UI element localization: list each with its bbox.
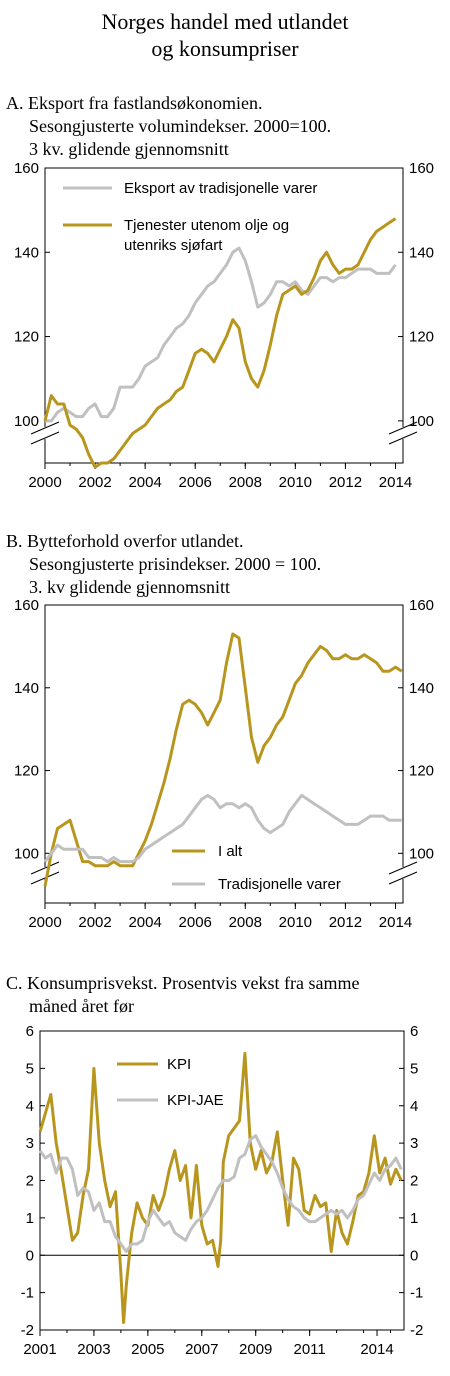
- panel-c-heading-line-1: C. Konsumprisvekst. Prosentvis vekst fra…: [6, 973, 360, 993]
- chart-a-axis-break-mark: [30, 431, 60, 445]
- chart-c-ytick-label-left: 4: [26, 1098, 34, 1115]
- chart-b-legend-label-1: I alt: [218, 843, 243, 860]
- chart-c-ytick-label-left: 3: [26, 1135, 34, 1152]
- chart-c-ytick-label-right: 0: [410, 1247, 418, 1264]
- chart-c-ytick-label-right: 1: [410, 1210, 418, 1227]
- chart-c-ytick-label-right: 2: [410, 1173, 418, 1190]
- panel-b-heading-line-3: 3. kv glidende gjennomsnitt: [29, 577, 230, 597]
- chart-c-ytick-label-left: 6: [26, 1023, 34, 1040]
- chart-a-ytick-label-left: 120: [14, 329, 39, 346]
- chart-c-ytick-label-right: 4: [410, 1098, 418, 1115]
- panel-a-heading-line-2: Sesongjusterte volumindekser. 2000=100.: [29, 116, 332, 136]
- chart-c-ytick-label-right: 3: [410, 1135, 418, 1152]
- chart-b-xtick-label: 2008: [229, 914, 262, 931]
- chart-b-axis-break-gap: [394, 867, 412, 879]
- main-title-line-1: Norges handel med utlandet: [101, 9, 349, 34]
- chart-b-axis-break-mark: [388, 871, 418, 885]
- chart-a-xtick-label: 2004: [128, 474, 161, 491]
- chart-a-series-1-line: [45, 246, 397, 423]
- panel-a-heading: A. Eksport fra fastlandsøkonomien. Seson…: [6, 92, 446, 161]
- panel-b-heading: B. Bytteforhold overfor utlandet. Sesong…: [6, 530, 446, 599]
- chart-c-series-1-line: [38, 1051, 403, 1324]
- chart-b-axis-break-mark: [388, 861, 418, 875]
- chart-c-ytick-label-left: 1: [26, 1210, 34, 1227]
- chart-b-ytick-label-right: 120: [409, 763, 434, 780]
- panel-c-heading: C. Konsumprisvekst. Prosentvis vekst fra…: [6, 972, 446, 1018]
- chart-c-xtick-label: 2014: [360, 1341, 393, 1358]
- main-title-line-2: og konsumpriser: [151, 36, 299, 61]
- chart-a-xtick-label: 2012: [329, 474, 362, 491]
- panel-b-heading-line-1: B. Bytteforhold overfor utlandet.: [6, 531, 244, 551]
- chart-b-axis-break-gap: [36, 867, 54, 879]
- chart-a-xtick-label: 2006: [179, 474, 212, 491]
- chart-a-axis-break-mark: [30, 421, 60, 435]
- chart-b-ytick-label-right: 100: [409, 845, 434, 862]
- chart-a-legend-label-2-line-2: utenriks sjøfart: [124, 237, 223, 254]
- chart-b-axis-break-mark: [30, 871, 60, 885]
- chart-a-legend-label-1: Eksport av tradisjonelle varer: [124, 180, 317, 197]
- chart-b-xtick-label: 2014: [379, 914, 412, 931]
- panel-b-heading-line-2: Sesongjusterte prisindekser. 2000 = 100.: [29, 554, 322, 574]
- chart-a-plot-frame: [44, 167, 404, 464]
- chart-b-plot-frame: [44, 604, 404, 904]
- chart-a-axis-break-gap: [394, 427, 412, 439]
- chart-b-axis-break-mark: [30, 861, 60, 875]
- chart-c-ytick-label-right: -1: [410, 1285, 423, 1302]
- chart-a-ytick-label-right: 160: [409, 160, 434, 177]
- chart-a-ytick-label-left: 160: [14, 160, 39, 177]
- chart-b-ytick-label-left: 120: [14, 763, 39, 780]
- chart-a-xtick-label: 2010: [279, 474, 312, 491]
- chart-c-xtick-label: 2011: [293, 1341, 325, 1358]
- chart-b-xtick-label: 2004: [128, 914, 161, 931]
- chart-a-ytick-label-right: 120: [409, 329, 434, 346]
- chart-b-ytick-label-right: 160: [409, 597, 434, 614]
- chart-c-xtick-label: 2001: [23, 1341, 56, 1358]
- chart-c-xtick-label: 2007: [185, 1341, 218, 1358]
- chart-a-axis-break-mark: [388, 421, 418, 435]
- chart-a-axis-break-mark: [388, 431, 418, 445]
- chart-b-xtick-label: 2006: [179, 914, 212, 931]
- chart-c-ytick-label-left: -2: [21, 1322, 34, 1339]
- chart-b-ytick-label-left: 160: [14, 597, 39, 614]
- chart-b-xtick-label: 2002: [78, 914, 111, 931]
- chart-c-ytick-label-left: 5: [26, 1060, 34, 1077]
- chart-c-series-2-line: [38, 1134, 403, 1253]
- chart-a-ytick-label-left: 100: [14, 413, 39, 430]
- chart-c-ytick-label-left: 0: [26, 1247, 34, 1264]
- chart-a-ytick-label-left: 140: [14, 244, 39, 261]
- panel-c-heading-line-2: måned året før: [29, 996, 134, 1016]
- chart-c-ytick-label-right: 6: [410, 1023, 418, 1040]
- chart-a-ytick-label-right: 140: [409, 244, 434, 261]
- chart-b-ytick-label-left: 140: [14, 680, 39, 697]
- chart-c-ytick-label-left: 2: [26, 1173, 34, 1190]
- panel-a-heading-line-1: A. Eksport fra fastlandsøkonomien.: [6, 93, 263, 113]
- chart-c-ytick-label-right: -2: [410, 1322, 423, 1339]
- panel-a-heading-line-3: 3 kv. glidende gjennomsnitt: [29, 139, 229, 159]
- chart-a-xtick-label: 2000: [28, 474, 61, 491]
- chart-b-xtick-label: 2000: [28, 914, 61, 931]
- chart-b-xtick-label: 2012: [329, 914, 362, 931]
- chart-b-xtick-label: 2010: [279, 914, 312, 931]
- chart-b-series-1-line: [43, 632, 403, 887]
- chart-a-xtick-label: 2002: [78, 474, 111, 491]
- chart-b-ytick-label-right: 140: [409, 680, 434, 697]
- chart-b-series-2-line: [43, 793, 402, 864]
- chart-b-ytick-label-left: 100: [14, 845, 39, 862]
- chart-c-xtick-label: 2009: [239, 1341, 272, 1358]
- chart-a-series-2-line: [43, 217, 397, 469]
- chart-a-ytick-label-right: 100: [409, 413, 434, 430]
- chart-c-xtick-label: 2003: [77, 1341, 110, 1358]
- chart-a-legend-label-2: Tjenester utenom olje og: [124, 217, 289, 234]
- chart-c-ytick-label-left: -1: [21, 1285, 34, 1302]
- main-title: Norges handel med utlandet og konsumpris…: [0, 8, 450, 62]
- chart-a-xtick-label: 2008: [229, 474, 262, 491]
- chart-a-xtick-label: 2014: [379, 474, 412, 491]
- chart-c-xtick-label: 2005: [131, 1341, 164, 1358]
- chart-b-legend-label-2: Tradisjonelle varer: [218, 876, 341, 893]
- chart-a-axis-break-gap: [36, 427, 54, 439]
- chart-c-legend-label-1: KPI: [167, 1056, 191, 1073]
- chart-c-ytick-label-right: 5: [410, 1060, 418, 1077]
- chart-c-legend-label-2: KPI-JAE: [167, 1092, 224, 1109]
